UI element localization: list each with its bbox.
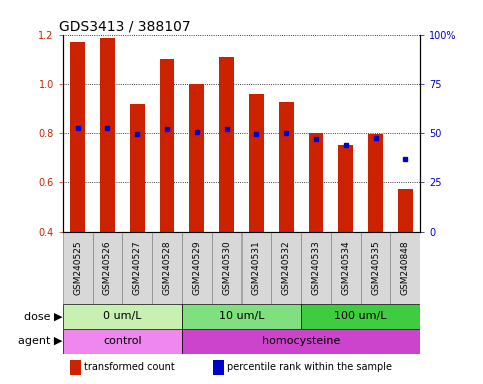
Text: agent ▶: agent ▶	[18, 336, 63, 346]
Text: homocysteine: homocysteine	[262, 336, 340, 346]
Bar	[361, 232, 390, 304]
Text: GSM240528: GSM240528	[163, 240, 171, 295]
Bar	[212, 232, 242, 304]
Text: GSM240527: GSM240527	[133, 240, 142, 295]
Bar	[152, 232, 182, 304]
Text: GSM240525: GSM240525	[73, 240, 82, 295]
Text: GSM240535: GSM240535	[371, 240, 380, 295]
Text: GSM240530: GSM240530	[222, 240, 231, 295]
Bar	[63, 329, 182, 354]
Text: GSM240533: GSM240533	[312, 240, 320, 295]
Text: 0 um/L: 0 um/L	[103, 311, 142, 321]
Bar	[398, 189, 413, 232]
Text: GSM240531: GSM240531	[252, 240, 261, 295]
Bar	[219, 57, 234, 232]
Bar	[70, 361, 81, 375]
Text: 100 um/L: 100 um/L	[334, 311, 387, 321]
Bar	[242, 232, 271, 304]
Bar	[301, 304, 420, 329]
Text: GSM240526: GSM240526	[103, 240, 112, 295]
Bar	[159, 59, 174, 232]
Text: GSM240848: GSM240848	[401, 240, 410, 295]
Bar	[271, 232, 301, 304]
Bar	[338, 146, 353, 232]
Bar	[213, 361, 224, 375]
Text: transformed count: transformed count	[84, 362, 175, 372]
Bar	[182, 232, 212, 304]
Bar	[100, 38, 115, 232]
Text: GDS3413 / 388107: GDS3413 / 388107	[59, 20, 191, 33]
Bar	[122, 232, 152, 304]
Bar	[130, 104, 145, 232]
Bar	[182, 329, 420, 354]
Bar	[368, 134, 383, 232]
Text: dose ▶: dose ▶	[24, 311, 63, 321]
Bar	[301, 232, 331, 304]
Bar	[70, 42, 85, 232]
Text: GSM240534: GSM240534	[341, 240, 350, 295]
Bar	[63, 304, 182, 329]
Text: percentile rank within the sample: percentile rank within the sample	[227, 362, 392, 372]
Bar	[309, 133, 324, 232]
Bar	[279, 102, 294, 232]
Text: control: control	[103, 336, 142, 346]
Bar	[189, 84, 204, 232]
Bar	[331, 232, 361, 304]
Text: GSM240529: GSM240529	[192, 240, 201, 295]
Bar	[93, 232, 122, 304]
Text: GSM240532: GSM240532	[282, 240, 291, 295]
Bar	[390, 232, 420, 304]
Bar	[182, 304, 301, 329]
Bar	[249, 94, 264, 232]
Bar	[63, 232, 93, 304]
Text: 10 um/L: 10 um/L	[219, 311, 264, 321]
